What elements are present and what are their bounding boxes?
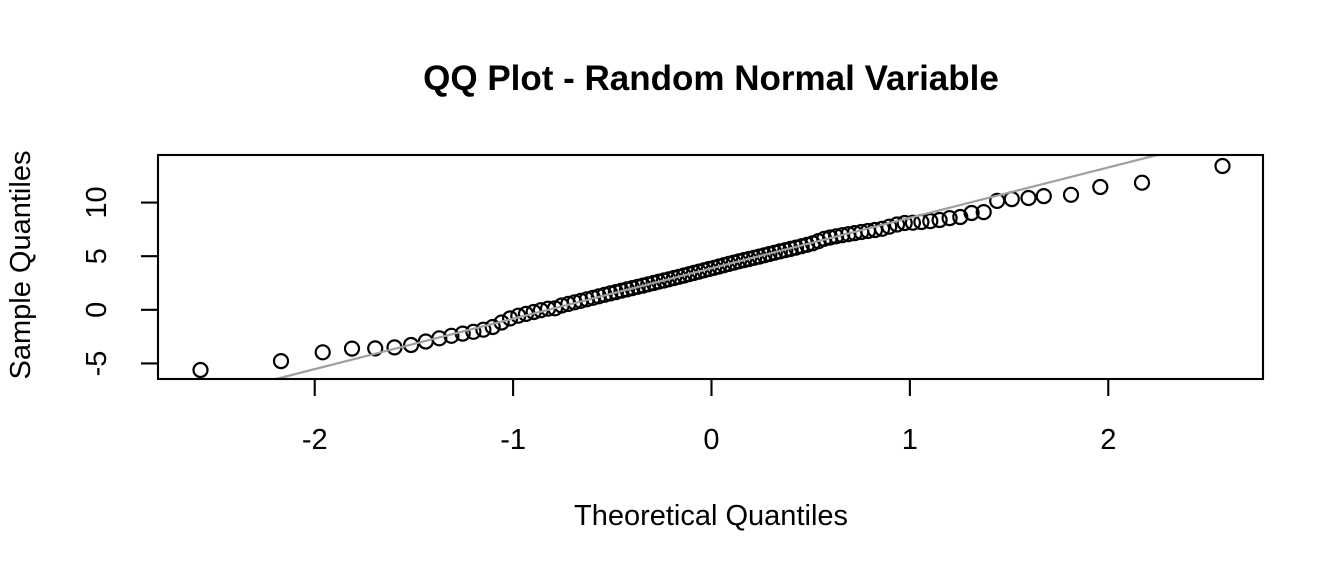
data-point xyxy=(975,204,992,221)
data-point xyxy=(881,218,898,235)
data-point xyxy=(403,336,420,354)
y-tick-label: 10 xyxy=(81,186,113,218)
data-point xyxy=(941,210,958,227)
x-tick-label: -1 xyxy=(500,424,526,456)
x-tick-label: -2 xyxy=(302,424,328,456)
data-point xyxy=(896,214,913,232)
data-point xyxy=(367,340,384,357)
data-point xyxy=(821,229,839,246)
data-point xyxy=(192,361,209,379)
data-point xyxy=(272,353,290,370)
x-tick-label: 0 xyxy=(703,424,719,456)
y-tick-label: 0 xyxy=(81,302,113,318)
data-point xyxy=(963,204,980,222)
x-tick-label: 2 xyxy=(1100,424,1116,456)
y-tick-label: 5 xyxy=(81,248,113,264)
data-point xyxy=(314,344,331,361)
data-point xyxy=(1035,188,1052,205)
data-point xyxy=(1133,174,1151,191)
x-tick-label: 1 xyxy=(902,424,918,456)
data-point xyxy=(888,216,906,233)
data-point xyxy=(873,220,891,237)
qq-reference-line xyxy=(275,153,1158,381)
chart-title: QQ Plot - Random Normal Variable xyxy=(423,59,999,98)
data-point xyxy=(1214,157,1231,175)
data-point xyxy=(834,227,851,244)
data-point xyxy=(922,213,939,230)
data-point xyxy=(465,323,482,340)
y-axis-label: Sample Quantiles xyxy=(5,151,37,380)
data-point xyxy=(904,214,922,231)
plot-border xyxy=(156,153,1265,381)
data-point xyxy=(1062,186,1080,203)
plot-data-layer: -2 -1 0 1 2 -5 0 5 10 xyxy=(81,153,1231,456)
data-point xyxy=(827,228,845,245)
data-point xyxy=(931,211,948,229)
data-point xyxy=(475,321,492,338)
data-point xyxy=(1092,178,1109,196)
data-point xyxy=(343,340,361,357)
y-tick-label: -5 xyxy=(81,351,113,377)
data-point xyxy=(952,208,969,226)
x-axis-label: Theoretical Quantiles xyxy=(574,500,848,532)
data-point xyxy=(1020,189,1037,207)
data-point xyxy=(484,318,501,336)
